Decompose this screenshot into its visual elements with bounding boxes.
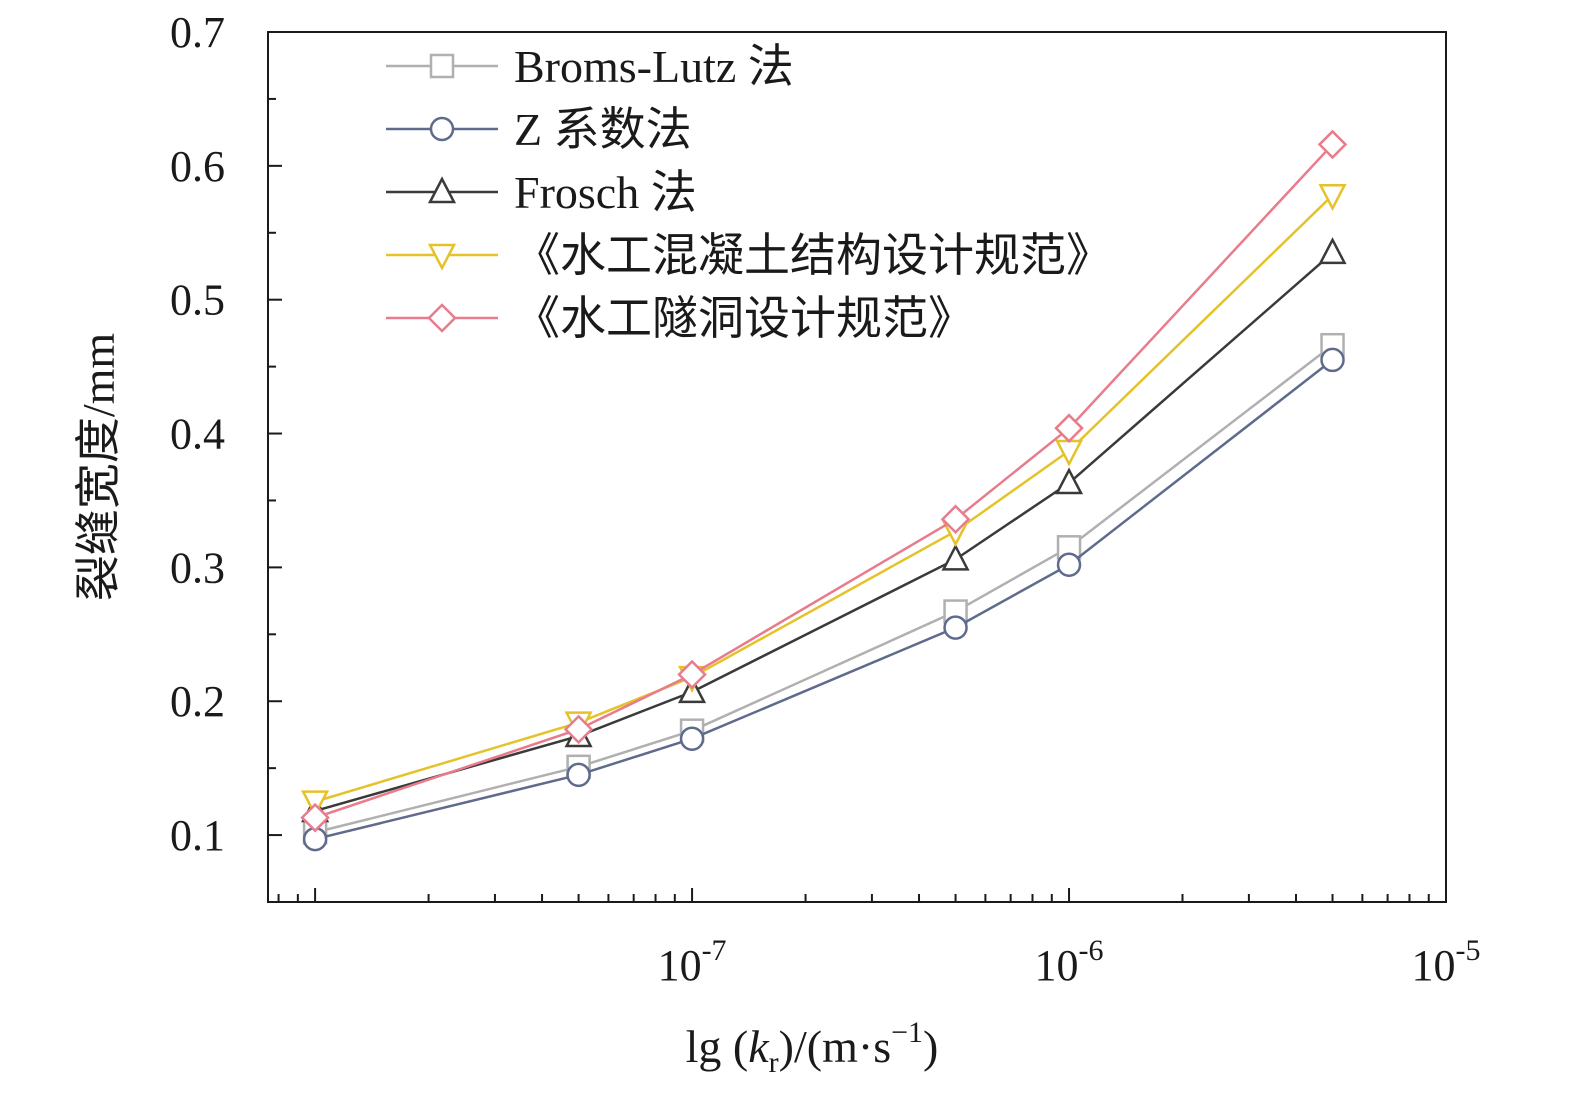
- data-point: [1318, 237, 1347, 265]
- x-title-superscript: −1: [891, 1016, 923, 1049]
- data-point: [941, 543, 970, 571]
- x-tick-exponent: -7: [702, 934, 727, 967]
- series-2: [302, 347, 1345, 852]
- legend-marker: [427, 243, 457, 271]
- data-point: [566, 762, 591, 788]
- x-title-prefix: lg (: [686, 1021, 749, 1072]
- legend-label: Z 系数法: [514, 104, 692, 155]
- series-line: [314, 251, 1334, 813]
- legend-item: Broms-Lutz 法: [386, 41, 794, 92]
- legend-marker: [429, 53, 455, 79]
- x-axis-title: lg (kr)/(m·s−1): [686, 1016, 939, 1079]
- series-5: [300, 129, 1348, 833]
- x-tick-label: 10-6: [1035, 934, 1104, 990]
- data-point: [1318, 184, 1347, 211]
- legend: Broms-Lutz 法 Z 系数法 Frosch 法《水工混凝土结构设计规范》《水…: [386, 41, 1112, 344]
- x-tick-base: 10: [1412, 941, 1456, 990]
- data-point: [677, 659, 707, 690]
- series-line: [314, 143, 1334, 819]
- legend-marker: [429, 116, 455, 142]
- y-tick-label: 0.6: [170, 142, 225, 191]
- data-point: [940, 504, 971, 534]
- legend-item: Z 系数法: [386, 104, 692, 155]
- x-title-suffix: ): [923, 1021, 938, 1072]
- x-title-subscript: r: [769, 1046, 779, 1079]
- legend-item: 《水工隧洞设计规范》: [386, 293, 974, 344]
- y-tick-label: 0.4: [170, 410, 225, 459]
- legend-label: Frosch 法: [514, 167, 697, 218]
- data-point: [1054, 467, 1084, 495]
- y-tick-label: 0.1: [170, 811, 225, 860]
- legend-item: 《水工混凝土结构设计规范》: [386, 230, 1112, 281]
- x-title-variable: k: [748, 1021, 770, 1072]
- data-point: [1056, 552, 1082, 577]
- legend-marker: [427, 176, 457, 204]
- y-tick-label: 0.7: [170, 8, 225, 57]
- y-tick-label: 0.5: [170, 276, 225, 325]
- legend-label: Broms-Lutz 法: [514, 41, 794, 92]
- data-point: [1320, 347, 1345, 373]
- data-point: [300, 802, 330, 833]
- x-tick-exponent: -6: [1079, 934, 1104, 967]
- y-axis-title: 裂缝宽度/mm: [73, 333, 124, 602]
- x-tick-base: 10: [658, 941, 702, 990]
- y-tick-label: 0.2: [170, 677, 225, 726]
- data-point: [1054, 439, 1084, 467]
- legend-item: Frosch 法: [386, 167, 697, 218]
- y-tick-label: 0.3: [170, 543, 225, 592]
- legend-label: 《水工隧洞设计规范》: [514, 293, 974, 344]
- x-axis-ticks: 10-710-610-510-4: [277, 888, 1481, 990]
- series-line: [314, 194, 1334, 803]
- series-layer: [300, 129, 1348, 852]
- data-point: [1317, 129, 1348, 160]
- x-tick-exponent: -5: [1456, 934, 1481, 967]
- data-point: [563, 714, 594, 745]
- x-tick-base: 10: [1035, 941, 1079, 990]
- x-tick-label: 10-7: [658, 934, 727, 990]
- data-point: [943, 615, 968, 640]
- data-point: [679, 726, 705, 751]
- legend-label: 《水工混凝土结构设计规范》: [514, 230, 1112, 281]
- series-line: [314, 358, 1334, 841]
- legend-marker: [427, 303, 457, 333]
- series-line: [314, 344, 1334, 834]
- x-title-unit: )/(m·s: [779, 1021, 891, 1072]
- data-point: [1054, 413, 1084, 443]
- series-1: [302, 332, 1345, 845]
- plot-frame: [267, 31, 1447, 903]
- y-axis-ticks: 0.1 0.2 0.3 0.4 0.5 0.6 0.7: [170, 8, 282, 903]
- x-tick-label: 10-5: [1412, 934, 1481, 990]
